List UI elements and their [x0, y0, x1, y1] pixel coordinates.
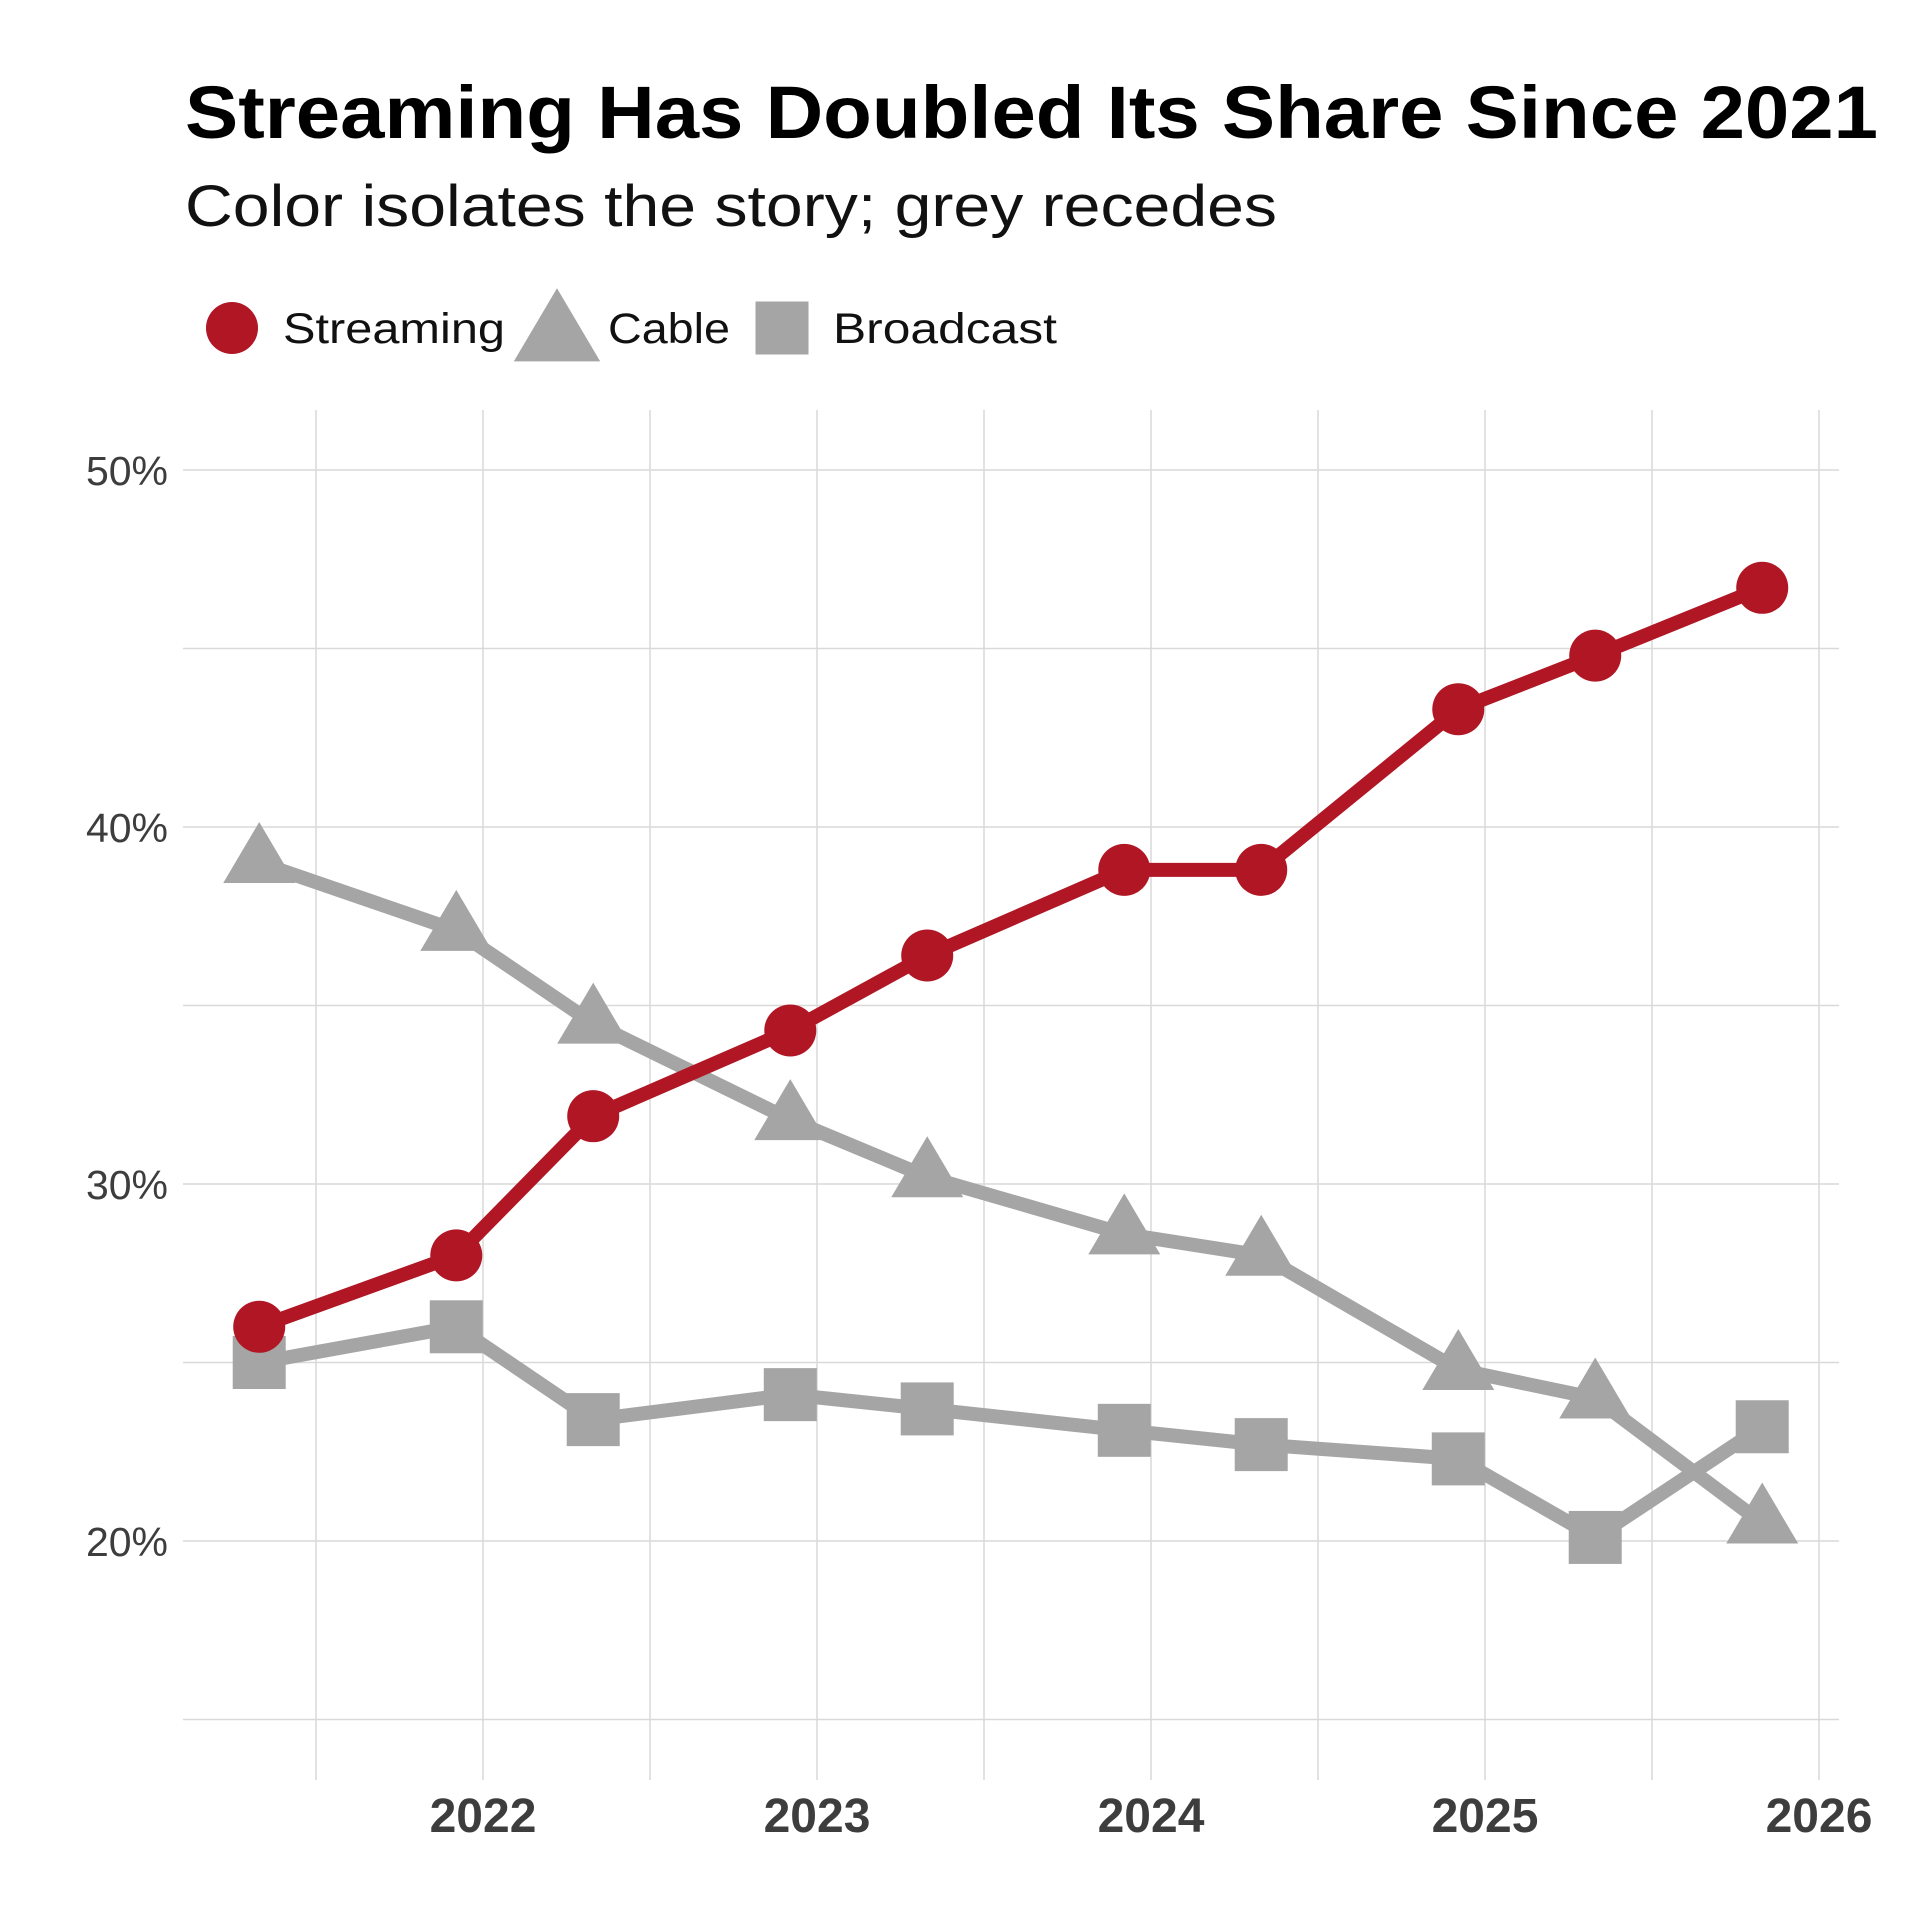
legend-marker-triangle-icon — [513, 288, 601, 362]
y-tick-label: 40% — [86, 805, 168, 851]
data-point-cable — [557, 982, 630, 1044]
legend-item-broadcast: Broadcast — [755, 301, 1057, 355]
data-point-streaming — [901, 929, 954, 982]
data-point-broadcast — [763, 1368, 817, 1422]
data-point-streaming — [1098, 843, 1151, 896]
legend-label: Cable — [608, 305, 730, 353]
data-point-streaming — [1235, 843, 1288, 896]
data-point-broadcast — [1431, 1432, 1485, 1486]
data-point-streaming — [430, 1229, 483, 1282]
data-point-broadcast — [1097, 1403, 1151, 1457]
data-point-cable — [1088, 1193, 1161, 1255]
data-point-streaming — [233, 1300, 286, 1353]
chart-subtitle: Color isolates the story; grey recedes — [185, 174, 1277, 239]
x-tick-label: 2023 — [764, 1790, 871, 1843]
data-point-broadcast — [900, 1382, 954, 1436]
data-point-broadcast — [1735, 1400, 1789, 1454]
series-line-streaming — [256, 581, 1765, 1334]
y-tick-label: 20% — [86, 1519, 168, 1565]
series-layer — [223, 561, 1799, 1564]
y-tick-label: 30% — [86, 1162, 168, 1208]
data-point-streaming — [1736, 561, 1789, 614]
data-point-cable — [1559, 1357, 1632, 1419]
series-streaming — [233, 561, 1789, 1353]
gridlines — [183, 410, 1839, 1780]
legend-marker-square-icon — [755, 301, 809, 355]
y-axis-tick-labels: 20% 30% 40% 50% — [86, 448, 168, 1565]
legend-label: Broadcast — [833, 305, 1057, 353]
data-point-streaming — [1432, 683, 1485, 736]
x-tick-label: 2025 — [1432, 1790, 1539, 1843]
data-point-broadcast — [1234, 1418, 1288, 1472]
data-point-streaming — [764, 1004, 817, 1057]
data-point-cable — [420, 889, 493, 951]
data-point-cable — [1225, 1214, 1298, 1276]
legend-label: Streaming — [283, 305, 505, 353]
data-point-cable — [891, 1136, 964, 1198]
data-point-broadcast — [429, 1300, 483, 1354]
legend-item-streaming: Streaming — [206, 302, 505, 354]
x-tick-label: 2024 — [1098, 1790, 1205, 1843]
data-point-streaming — [1569, 629, 1622, 682]
series-line-broadcast — [257, 1319, 1767, 1545]
chart-title: Streaming Has Doubled Its Share Since 20… — [185, 71, 1878, 154]
series-broadcast — [232, 1300, 1789, 1564]
data-point-cable — [1726, 1482, 1799, 1544]
series-cable — [223, 822, 1799, 1544]
data-point-cable — [1422, 1328, 1495, 1390]
x-tick-label: 2022 — [430, 1790, 537, 1843]
series-line-cable — [256, 856, 1767, 1529]
legend: Streaming Cable Broadcast — [206, 288, 1057, 362]
data-point-cable — [223, 822, 296, 884]
legend-item-cable: Cable — [513, 288, 730, 362]
y-tick-label: 50% — [86, 448, 168, 494]
legend-marker-circle-icon — [206, 302, 258, 354]
x-tick-label: 2026 — [1766, 1790, 1873, 1843]
x-axis-tick-labels: 2022 2023 2024 2025 2026 — [430, 1790, 1873, 1843]
data-point-broadcast — [1568, 1510, 1622, 1564]
data-point-streaming — [567, 1090, 620, 1143]
data-point-cable — [754, 1079, 827, 1141]
data-point-broadcast — [566, 1393, 620, 1447]
